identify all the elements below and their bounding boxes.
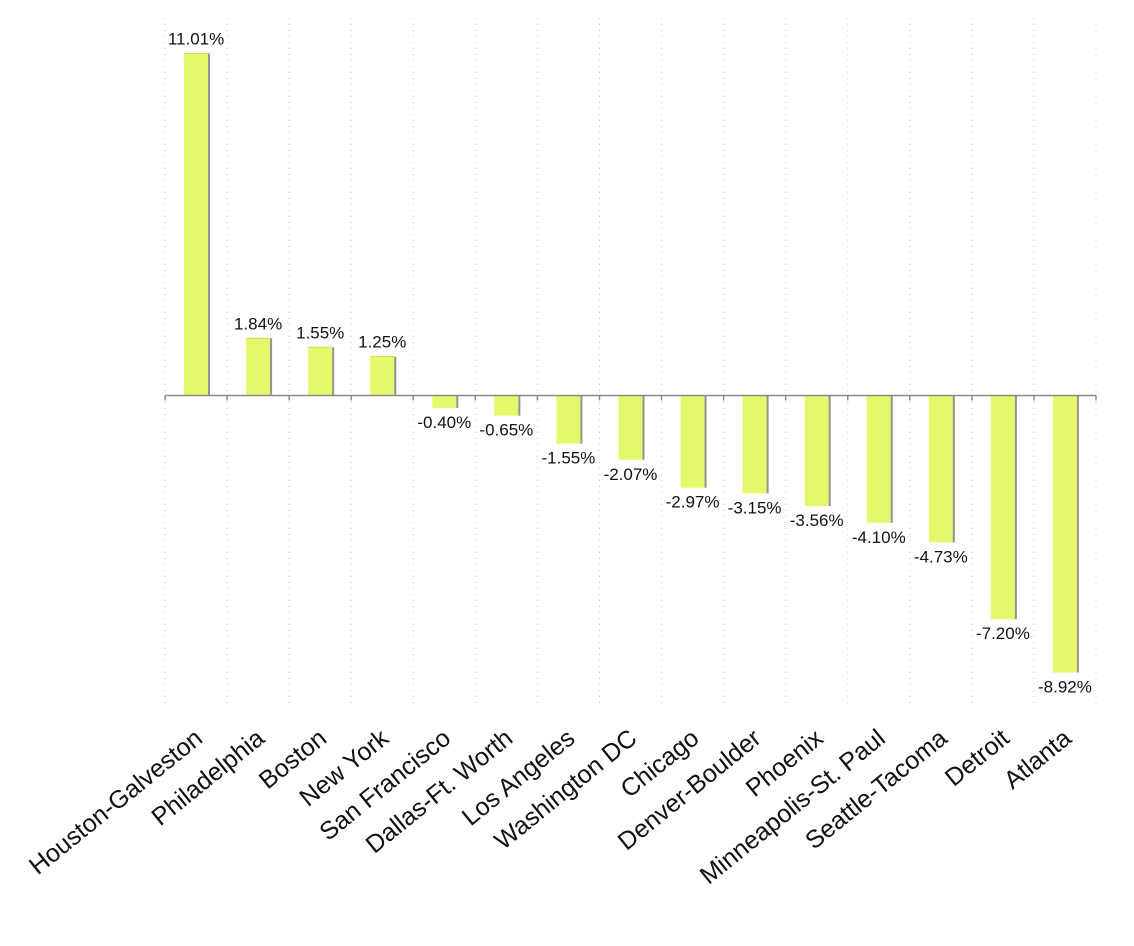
bar-shadow (579, 395, 583, 444)
category-label: Atlanta (999, 724, 1077, 795)
bar-shadow (951, 395, 955, 543)
bar-minneapolis-st-paul (866, 395, 891, 523)
data-labels: 11.01%1.84% 1.55% 1.25%-0.40% -0.65%-1.55%-… (168, 29, 1092, 696)
bar-shadow (765, 395, 769, 494)
bar-seattle-tacoma (928, 395, 953, 543)
bars (184, 52, 1079, 673)
bar-shadow (703, 395, 707, 488)
data-label: -1.55% (541, 449, 595, 468)
data-label: -4.73% (914, 547, 968, 566)
bar-atlanta (1052, 395, 1077, 673)
bar-shadow (393, 356, 397, 396)
data-label: -3.15% (728, 498, 782, 517)
bar-new-york (370, 356, 395, 396)
bar-dallas-ft-worth (494, 395, 519, 416)
bar-los-angeles (556, 395, 581, 444)
bar-detroit (990, 395, 1015, 620)
bar-chicago (680, 395, 705, 488)
bar-phoenix (804, 395, 829, 507)
grid-lines (164, 18, 1097, 703)
bar-shadow (331, 347, 335, 396)
bar-boston (308, 347, 333, 396)
bar-shadow (1013, 395, 1017, 620)
bar-washington-dc (618, 395, 643, 460)
bar-shadow (455, 395, 459, 408)
bar-san-francisco (432, 395, 457, 408)
bar-shadow (827, 395, 831, 507)
x-axis (164, 394, 1097, 401)
data-label: -0.65% (479, 421, 533, 440)
bar-denver-boulder (742, 395, 767, 494)
data-label: -4.10% (852, 528, 906, 547)
data-label: 1.84% (234, 314, 282, 333)
category-label: Detroit (940, 724, 1015, 792)
data-label: 1.55% (296, 323, 344, 342)
data-label: -3.56% (790, 511, 844, 530)
data-label: -8.92% (1038, 678, 1092, 697)
data-label: -2.97% (666, 493, 720, 512)
data-label: -0.40% (417, 413, 471, 432)
bar-shadow (207, 53, 211, 396)
data-label: -7.20% (976, 624, 1030, 643)
bar-shadow (517, 395, 521, 416)
data-label: -2.07% (604, 465, 658, 484)
bar-shadow (641, 395, 645, 460)
data-label: 1.25% (358, 333, 406, 352)
data-label: 11.01% (168, 29, 224, 48)
bar-shadow (1075, 395, 1079, 673)
bar-philadelphia (246, 338, 271, 396)
bar-shadow (889, 395, 893, 523)
bar-houston-galveston (184, 53, 209, 396)
bar-shadow (269, 338, 273, 396)
